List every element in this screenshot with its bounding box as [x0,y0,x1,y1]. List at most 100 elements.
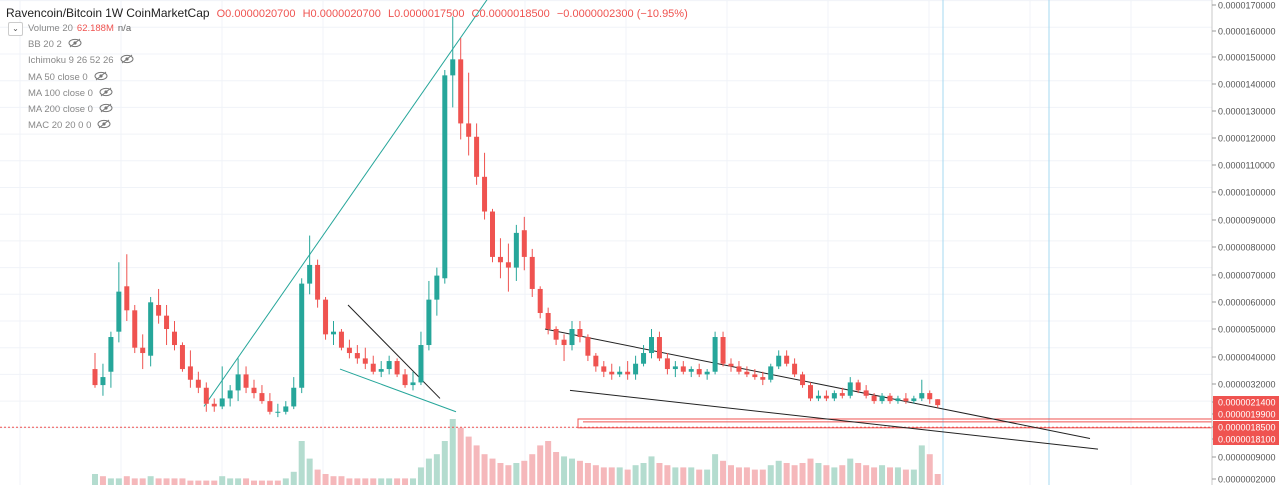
volume-bar [354,478,361,485]
volume-bar [338,476,345,485]
candle-body [617,371,623,375]
price-tick-label: 0.0000009000 [1218,453,1276,463]
volume-bar [561,456,568,485]
volume-bar [99,476,106,485]
ohlc-close: C0.0000018500 [471,8,550,20]
candle-body [100,377,106,386]
candle-body [307,264,313,284]
volume-bar [481,454,488,485]
candle-body [625,371,631,375]
candle-body [545,312,551,330]
candle-body [839,393,845,396]
indicator-label: Ichimoku 9 26 52 26 [28,55,114,67]
indicator-row[interactable]: MA 50 close 0 [6,69,688,85]
volume-bar [521,460,528,485]
price-tick-label: 0.0000140000 [1218,80,1276,90]
candle-body [156,304,162,316]
candle-body [664,358,670,370]
candle-body [331,331,336,335]
indicator-row[interactable]: Ichimoku 9 26 52 26 [6,53,688,69]
volume-bar [107,478,114,485]
eye-hidden-icon[interactable] [68,38,82,51]
volume-bar [417,467,424,485]
volume-bar [266,480,273,485]
candle-body [172,331,177,346]
price-tick-label: 0.0000018100 [1218,435,1276,445]
candle-body [211,403,217,407]
candle-body [649,337,654,354]
wedge-upper-line [347,304,441,399]
candle-body [776,355,782,367]
ohlc-open: O0.0000020700 [216,8,296,20]
symbol-name[interactable]: Ravencoin/Bitcoin [6,6,103,20]
price-tick-label: 0.0000040000 [1218,353,1276,363]
candle-body [744,371,750,375]
volume-bar [783,463,790,485]
indicator-value: 62.188M [76,22,114,34]
volume-bar [926,454,933,485]
indicator-row[interactable]: MA 200 close 0 [6,101,688,117]
volume-bar [362,478,369,485]
volume-bar [497,463,504,485]
volume-bar [553,452,560,485]
ohlc-high: H0.0000020700 [302,8,381,20]
ohlc-low: L0.0000017500 [387,8,465,20]
volume-bar [195,480,202,485]
price-tick-label: 0.0000120000 [1218,134,1276,144]
candle-body [553,329,559,340]
collapse-chevron-icon[interactable]: ⌄ [8,22,23,36]
candle-body [124,286,130,311]
volume-bar [879,465,886,485]
eye-hidden-icon[interactable] [99,103,113,116]
volume-bar [728,465,734,485]
volume-bar [592,465,599,485]
candle-body [871,395,877,402]
indicator-row[interactable]: BB 20 2 [6,36,688,52]
eye-hidden-icon[interactable] [94,71,108,84]
candle-body [315,264,321,300]
volume-bar [704,469,711,485]
volume-bar [378,478,385,485]
candle-body [235,374,241,391]
volume-bar [608,467,615,485]
volume-bar [918,445,925,485]
candle-body [895,398,901,402]
volume-bar [449,419,456,485]
symbol-title-row: Ravencoin/Bitcoin 1W CoinMarketCap O0.00… [6,6,688,20]
candle-body [601,366,607,372]
eye-hidden-icon[interactable] [97,119,111,132]
indicator-row[interactable]: ⌄ Volume 20 62.188M n/a [6,20,688,36]
volume-bar [640,463,647,485]
price-tick-label: 0.0000032000 [1218,380,1276,390]
price-label-highlight [1213,408,1279,420]
indicator-row[interactable]: MAC 20 20 0 0 [6,118,688,134]
volume-bar [465,436,472,485]
candle-body [402,374,408,386]
eye-hidden-icon[interactable] [99,87,113,100]
candle-body [633,363,639,375]
candle-body [712,337,718,372]
candle-body [800,374,806,386]
volume-bar [855,463,862,485]
price-tick-label: 0.0000018500 [1218,423,1276,433]
indicator-row[interactable]: MA 100 close 0 [6,85,688,101]
volume-bar [632,465,639,485]
candle-body [919,393,925,399]
volume-bar [807,458,814,485]
interval-label[interactable]: 1W [105,6,124,20]
price-tick-label: 0.0000100000 [1218,188,1276,198]
candle-body [299,283,305,388]
candle-body [728,363,734,367]
volume-bar [576,460,583,485]
candle-body [442,75,448,279]
eye-hidden-icon[interactable] [120,54,134,67]
volume-bar [402,478,409,485]
candle-body [847,382,853,396]
candle-body [505,262,511,268]
candle-body [116,291,122,332]
candle-body [656,337,662,359]
price-tick-label: 0.0000021400 [1218,398,1276,408]
volume-bar [791,465,798,485]
candle-body [259,393,265,402]
